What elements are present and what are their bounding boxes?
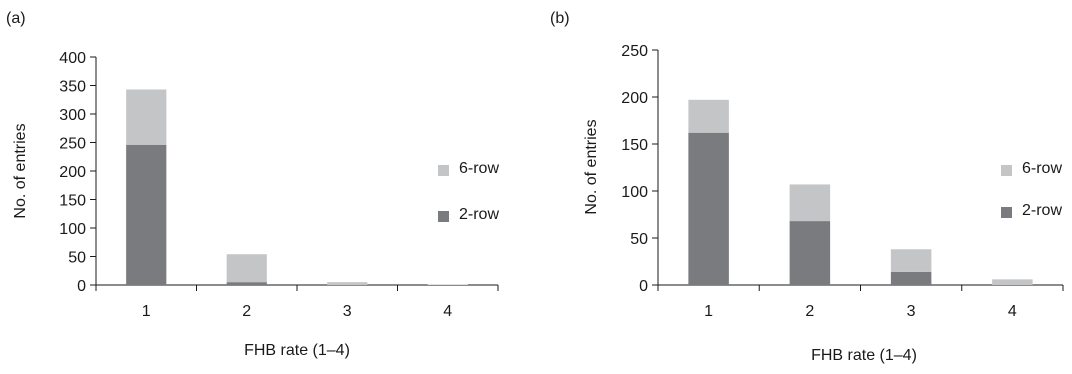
y-tick-label: 200 xyxy=(621,90,648,107)
y-axis-title: No. of entries xyxy=(583,119,600,214)
legend-swatch-6-row xyxy=(438,165,449,176)
legend-label: 6-row xyxy=(459,160,499,177)
x-tick-label: 4 xyxy=(1008,303,1017,320)
panel-label: (a) xyxy=(6,10,26,27)
bar-6-row-cat-2 xyxy=(789,184,831,222)
y-tick-label: 50 xyxy=(630,231,648,248)
bar-6-row-cat-4 xyxy=(992,279,1033,285)
legend-swatch-2-row xyxy=(1001,207,1012,218)
panel-label: (b) xyxy=(550,10,570,27)
bar-6-row-cat-3 xyxy=(890,249,932,272)
bar-6-row-cat-3 xyxy=(327,282,368,285)
legend: 2-row 6-row xyxy=(1001,160,1062,219)
x-tick-label: 1 xyxy=(704,303,713,320)
y-tick-label: 150 xyxy=(621,137,648,154)
bar-2-row-cat-3 xyxy=(890,271,932,285)
legend-label: 2-row xyxy=(459,206,499,223)
y-tick-label: 0 xyxy=(639,278,648,295)
bar-2-row-cat-1 xyxy=(126,144,167,285)
legend-label: 2-row xyxy=(1022,202,1062,219)
x-tick-label: 2 xyxy=(242,303,251,320)
bar-6-row-cat-4 xyxy=(427,284,468,285)
y-tick-label: 200 xyxy=(59,164,86,181)
chart-panel-b: (b) 0 50 100 150 200 250 1 2 3 4 FHB rate (1–4) No. … xyxy=(550,10,1064,364)
y-tick-label: 0 xyxy=(77,278,86,295)
x-tick-label: 4 xyxy=(443,303,452,320)
bar-2-row-cat-2 xyxy=(789,221,831,285)
y-tick-label: 400 xyxy=(59,50,86,67)
y-tick-label: 250 xyxy=(621,43,648,60)
bar-6-row-cat-1 xyxy=(126,89,167,145)
legend-swatch-2-row xyxy=(438,211,449,222)
chart-panel-a: (a) 0 50 100 150 200 250 300 350 400 1 2 3 4 FHB rate … xyxy=(6,10,499,359)
x-tick-label: 2 xyxy=(805,303,814,320)
bar-2-row-cat-2 xyxy=(226,282,267,285)
y-tick-label: 300 xyxy=(59,107,86,124)
y-tick-label: 150 xyxy=(59,193,86,210)
x-tick-label: 1 xyxy=(142,303,151,320)
y-axis-title: No. of entries xyxy=(12,123,29,218)
x-axis-title: FHB rate (1–4) xyxy=(811,347,917,364)
legend-swatch-6-row xyxy=(1001,165,1012,176)
y-tick-label: 50 xyxy=(68,250,86,267)
y-tick-label: 100 xyxy=(59,221,86,238)
bar-2-row-cat-1 xyxy=(688,132,729,285)
y-tick-label: 250 xyxy=(59,136,86,153)
x-tick-label: 3 xyxy=(907,303,916,320)
legend: 2-row 6-row xyxy=(438,160,499,223)
y-tick-label: 350 xyxy=(59,79,86,96)
x-tick-label: 3 xyxy=(343,303,352,320)
bar-6-row-cat-1 xyxy=(688,99,729,133)
bar-6-row-cat-2 xyxy=(226,254,267,283)
legend-label: 6-row xyxy=(1022,160,1062,177)
x-axis-title: FHB rate (1–4) xyxy=(244,342,350,359)
y-tick-label: 100 xyxy=(621,184,648,201)
